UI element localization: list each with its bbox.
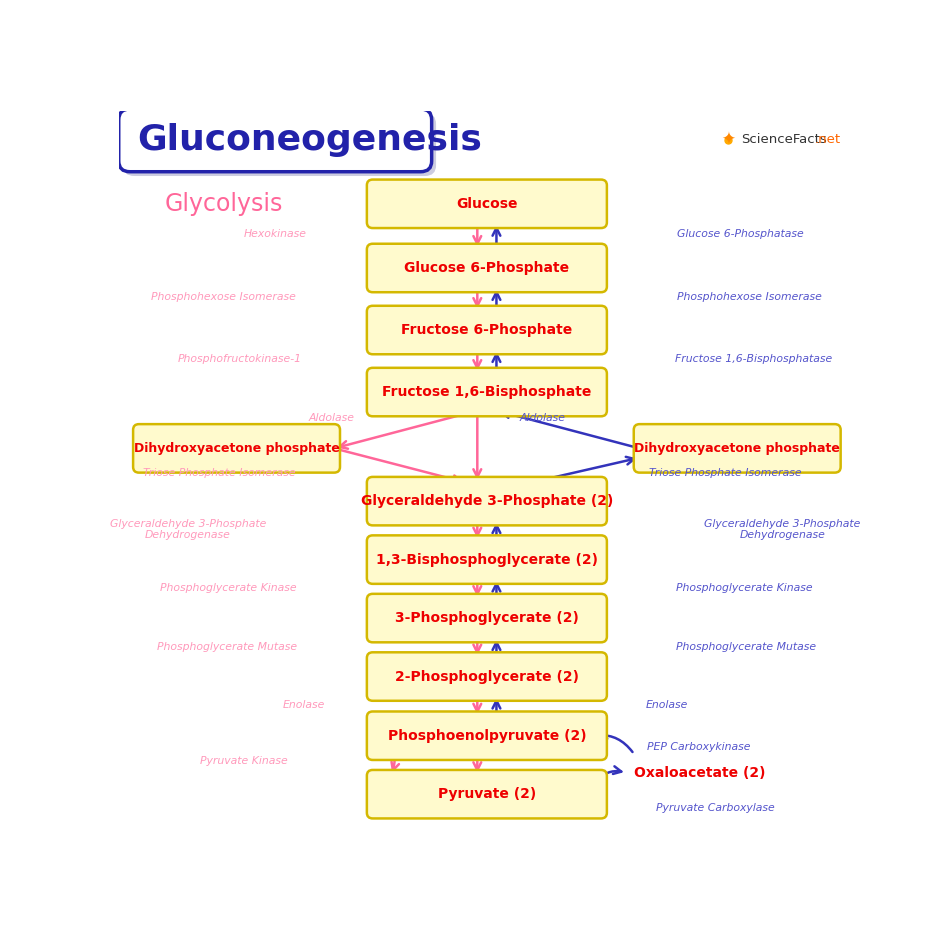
FancyBboxPatch shape — [367, 594, 607, 643]
FancyBboxPatch shape — [367, 770, 607, 819]
FancyBboxPatch shape — [367, 477, 607, 525]
FancyBboxPatch shape — [367, 244, 607, 293]
Text: Pyruvate Kinase: Pyruvate Kinase — [200, 757, 288, 767]
Text: Fructose 1,6-Bisphosphatase: Fructose 1,6-Bisphosphatase — [674, 355, 832, 364]
FancyBboxPatch shape — [367, 652, 607, 701]
Text: Enolase: Enolase — [646, 700, 689, 710]
Text: Glucose 6-Phosphate: Glucose 6-Phosphate — [405, 261, 569, 275]
Text: Phosphohexose Isomerase: Phosphohexose Isomerase — [150, 293, 295, 302]
Text: Dihydroxyacetone phosphate: Dihydroxyacetone phosphate — [635, 442, 840, 455]
Text: 1,3-Bisphosphoglycerate (2): 1,3-Bisphosphoglycerate (2) — [376, 553, 598, 567]
Text: Glyceraldehyde 3-Phosphate
Dehydrogenase: Glyceraldehyde 3-Phosphate Dehydrogenase — [109, 519, 266, 541]
Text: Aldolase: Aldolase — [309, 413, 354, 422]
Text: Phosphoglycerate Kinase: Phosphoglycerate Kinase — [676, 583, 812, 594]
Text: Glucose 6-Phosphatase: Glucose 6-Phosphatase — [676, 230, 804, 240]
Text: 3-Phosphoglycerate (2): 3-Phosphoglycerate (2) — [395, 611, 579, 625]
Text: .net: .net — [814, 133, 841, 146]
Text: PEP Carboxykinase: PEP Carboxykinase — [647, 742, 750, 752]
Text: Oxaloacetate (2): Oxaloacetate (2) — [635, 766, 766, 780]
FancyBboxPatch shape — [634, 424, 841, 472]
FancyBboxPatch shape — [367, 368, 607, 417]
Text: Hexokinase: Hexokinase — [243, 230, 307, 240]
Text: Glycolysis: Glycolysis — [164, 192, 283, 216]
Text: Phosphoglycerate Mutase: Phosphoglycerate Mutase — [676, 642, 816, 652]
Text: 2-Phosphoglycerate (2): 2-Phosphoglycerate (2) — [395, 669, 579, 683]
Text: Phosphohexose Isomerase: Phosphohexose Isomerase — [676, 293, 822, 302]
Text: Phosphoglycerate Kinase: Phosphoglycerate Kinase — [161, 583, 297, 594]
Text: Glucose: Glucose — [456, 197, 518, 211]
Text: Aldolase: Aldolase — [520, 413, 566, 422]
Text: Glyceraldehyde 3-Phosphate (2): Glyceraldehyde 3-Phosphate (2) — [361, 494, 613, 508]
Text: ScienceFacts: ScienceFacts — [741, 133, 826, 146]
Text: Pyruvate Carboxylase: Pyruvate Carboxylase — [656, 804, 775, 813]
Text: Glyceraldehyde 3-Phosphate
Dehydrogenase: Glyceraldehyde 3-Phosphate Dehydrogenase — [704, 519, 861, 541]
Text: Phosphofructokinase-1: Phosphofructokinase-1 — [178, 355, 301, 364]
Text: Phosphoglycerate Mutase: Phosphoglycerate Mutase — [157, 642, 297, 652]
Text: Triose Phosphate Isomerase: Triose Phosphate Isomerase — [142, 469, 295, 479]
FancyBboxPatch shape — [367, 180, 607, 228]
Text: Fructose 1,6-Bisphosphate: Fructose 1,6-Bisphosphate — [382, 385, 592, 399]
FancyBboxPatch shape — [367, 306, 607, 355]
Text: Phosphoenolpyruvate (2): Phosphoenolpyruvate (2) — [388, 729, 586, 743]
Text: Fructose 6-Phosphate: Fructose 6-Phosphate — [401, 323, 573, 337]
Text: Triose Phosphate Isomerase: Triose Phosphate Isomerase — [649, 469, 802, 479]
FancyBboxPatch shape — [124, 113, 436, 176]
Text: ✦: ✦ — [721, 131, 735, 149]
Text: Gluconeogenesis: Gluconeogenesis — [137, 123, 482, 157]
Text: Pyruvate (2): Pyruvate (2) — [438, 787, 536, 801]
FancyBboxPatch shape — [119, 109, 431, 171]
FancyBboxPatch shape — [133, 424, 340, 472]
Text: Enolase: Enolase — [282, 700, 325, 710]
FancyBboxPatch shape — [367, 711, 607, 760]
FancyBboxPatch shape — [367, 535, 607, 584]
Text: Dihydroxyacetone phosphate: Dihydroxyacetone phosphate — [134, 442, 339, 455]
